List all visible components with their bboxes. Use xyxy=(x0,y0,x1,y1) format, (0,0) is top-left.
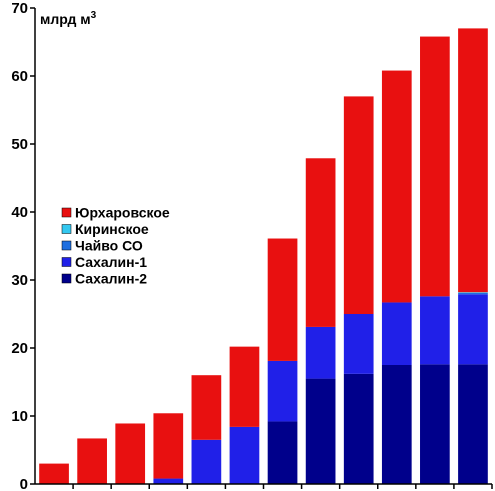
bar-segment xyxy=(77,438,107,484)
bar-segment xyxy=(305,326,336,379)
bar-segment xyxy=(458,292,488,295)
legend-item: Сахалин-2 xyxy=(61,271,147,287)
bar-segment xyxy=(191,439,222,484)
y-tick-label: 70 xyxy=(11,0,28,17)
bar-segment xyxy=(267,360,298,422)
bar-segment xyxy=(420,296,450,365)
legend-item: Юрхаровское xyxy=(61,205,170,221)
y-axis-unit-label: млрд м3 xyxy=(40,10,97,27)
legend-swatch xyxy=(61,240,72,251)
bar-segment xyxy=(305,158,336,327)
legend-label: Юрхаровское xyxy=(75,205,170,221)
bar-segment xyxy=(191,375,222,440)
legend-label: Сахалин-2 xyxy=(75,271,147,287)
y-tick-label: 40 xyxy=(11,204,28,221)
legend-label: Сахалин-1 xyxy=(75,254,147,270)
legend-swatch xyxy=(61,207,72,218)
bar-segment xyxy=(458,292,488,293)
bar-segment xyxy=(458,294,488,365)
legend-item: Сахалин-1 xyxy=(61,254,147,270)
bar-segment xyxy=(153,413,184,479)
bar-segment xyxy=(305,378,336,484)
bar-segment xyxy=(343,96,374,315)
bar-segment xyxy=(343,314,374,374)
bar-segment xyxy=(420,364,450,484)
bar-segment xyxy=(229,426,260,484)
y-axis-unit-text: млрд м xyxy=(40,11,91,27)
bar-segment xyxy=(458,28,488,293)
legend-item: Чайво СО xyxy=(61,238,143,254)
bar-segment xyxy=(153,478,184,484)
bar-segment xyxy=(115,423,146,484)
y-tick-label: 50 xyxy=(11,136,28,153)
y-axis-unit-superscript: 3 xyxy=(91,10,97,21)
bar-segment xyxy=(381,302,412,365)
bar-segment xyxy=(39,463,69,484)
y-tick-label: 0 xyxy=(20,476,28,491)
bar-segment xyxy=(343,373,374,484)
y-tick-label: 20 xyxy=(11,340,28,357)
legend-swatch xyxy=(61,224,72,234)
y-tick-label: 30 xyxy=(11,272,28,289)
bar-segment xyxy=(381,365,412,484)
legend-label: Чайво СО xyxy=(75,238,143,254)
bar-segment xyxy=(458,364,488,484)
y-tick-label: 10 xyxy=(11,408,28,425)
bars xyxy=(39,28,488,484)
y-tick-label: 60 xyxy=(11,68,28,85)
bar-segment xyxy=(420,36,450,297)
legend-item: Киринское xyxy=(61,221,149,237)
bar-segment xyxy=(267,238,298,361)
legend-swatch xyxy=(61,257,72,267)
legend-label: Киринское xyxy=(75,221,149,237)
legend-swatch xyxy=(61,273,72,284)
bar-segment xyxy=(381,70,412,303)
bar-segment xyxy=(229,346,260,427)
bar-segment xyxy=(267,421,298,484)
y-axis-ticks: 0 10 20 30 40 50 60 70 xyxy=(11,0,35,491)
x-axis-ticks xyxy=(72,484,493,489)
